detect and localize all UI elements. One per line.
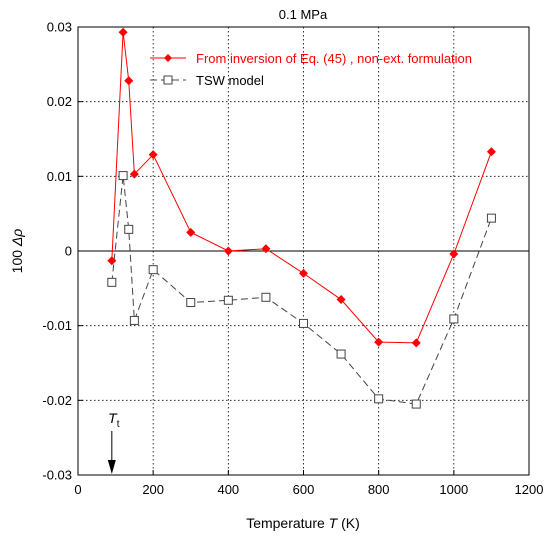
- data-point: [186, 298, 196, 308]
- data-point: [261, 244, 271, 254]
- data-point: [148, 265, 158, 275]
- data-point: [486, 147, 496, 157]
- legend: From inversion of Eq. (45) , non-ext. fo…: [150, 51, 472, 88]
- data-point: [411, 338, 421, 348]
- x-axis-label: Temperature T (K): [246, 515, 360, 531]
- data-point: [186, 227, 196, 237]
- x-tick-label: 0: [74, 482, 81, 497]
- x-tick-label: 800: [368, 482, 390, 497]
- y-tick-label: 0.03: [47, 20, 72, 35]
- y-tick-label: -0.01: [42, 318, 72, 333]
- data-point: [124, 224, 134, 234]
- data-point: [299, 318, 308, 328]
- x-tick-label: 400: [217, 482, 239, 497]
- ticks: 0 200 400 600 800 1000 1200 -0.03 -0.02 -0.01 0 0.0…: [42, 20, 543, 498]
- data-point: [223, 295, 233, 305]
- data-point: [261, 292, 271, 302]
- data-point: [411, 399, 421, 409]
- data-point: [374, 394, 384, 404]
- y-tick-label: 0: [65, 244, 72, 259]
- x-tick-label: 1200: [515, 482, 544, 497]
- data-point: [107, 277, 117, 287]
- data-point: [486, 213, 496, 223]
- y-tick-label: -0.03: [42, 468, 72, 483]
- data-point: [118, 171, 128, 181]
- data-point: [129, 169, 139, 179]
- data-point: [129, 315, 139, 325]
- series-line-1: [111, 175, 492, 405]
- data-point: [118, 27, 128, 37]
- tt-label: Tt: [108, 410, 120, 430]
- data-point: [124, 76, 134, 86]
- data-point: [374, 337, 384, 347]
- y-tick-label: -0.02: [42, 393, 72, 408]
- data-point: [107, 256, 117, 266]
- y-tick-label: 0.01: [47, 169, 72, 184]
- series-layer: [107, 27, 496, 409]
- tt-arrow-head: [107, 460, 116, 474]
- legend-label-tsw: TSW model: [196, 73, 264, 88]
- x-tick-label: 600: [293, 482, 315, 497]
- data-point: [148, 150, 158, 160]
- data-point: [449, 314, 459, 324]
- x-tick-label: 200: [142, 482, 164, 497]
- data-point: [223, 246, 233, 256]
- y-tick-label: 0.02: [47, 94, 72, 109]
- data-point: [299, 268, 308, 278]
- legend-marker-tsw: [163, 75, 173, 85]
- data-point: [449, 249, 459, 259]
- data-point: [336, 349, 346, 359]
- legend-label-inversion: From inversion of Eq. (45) , non-ext. fo…: [196, 51, 472, 66]
- data-point: [336, 295, 346, 305]
- x-tick-label: 1000: [439, 482, 468, 497]
- legend-marker-inversion: [164, 54, 172, 62]
- chart-title: 0.1 MPa: [279, 7, 328, 22]
- series-line-0: [111, 32, 492, 344]
- tt-annotation: Tt: [107, 410, 120, 474]
- y-axis-label: 100 Δρ: [9, 229, 25, 274]
